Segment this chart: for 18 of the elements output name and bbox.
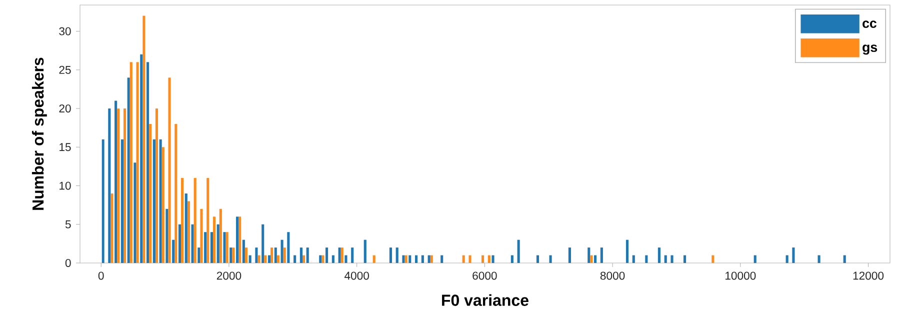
x-tick-label: 8000 (600, 272, 625, 280)
x-tick-label: 0 (98, 272, 104, 280)
x-axis-title: F0 variance (442, 294, 528, 306)
y-tick-label: 25 (59, 66, 71, 74)
y-tick-label: 5 (65, 220, 71, 228)
x-tick-label: 6000 (472, 272, 497, 280)
y-tick-label: 10 (60, 182, 71, 190)
y-axis-title: Number of speakers (32, 58, 47, 210)
x-tick-label: 10000 (726, 272, 756, 280)
legend-label: gs (862, 44, 878, 55)
x-tick-label: 12000 (853, 272, 884, 280)
x-tick-label: 4000 (344, 272, 369, 280)
y-tick-label: 20 (59, 104, 71, 112)
y-tick-label: 30 (59, 27, 71, 36)
legend-label: cc (862, 20, 876, 28)
y-tick-label: 15 (60, 143, 71, 152)
x-tick-label: 2000 (216, 272, 242, 280)
y-tick-label: 0 (65, 258, 71, 267)
